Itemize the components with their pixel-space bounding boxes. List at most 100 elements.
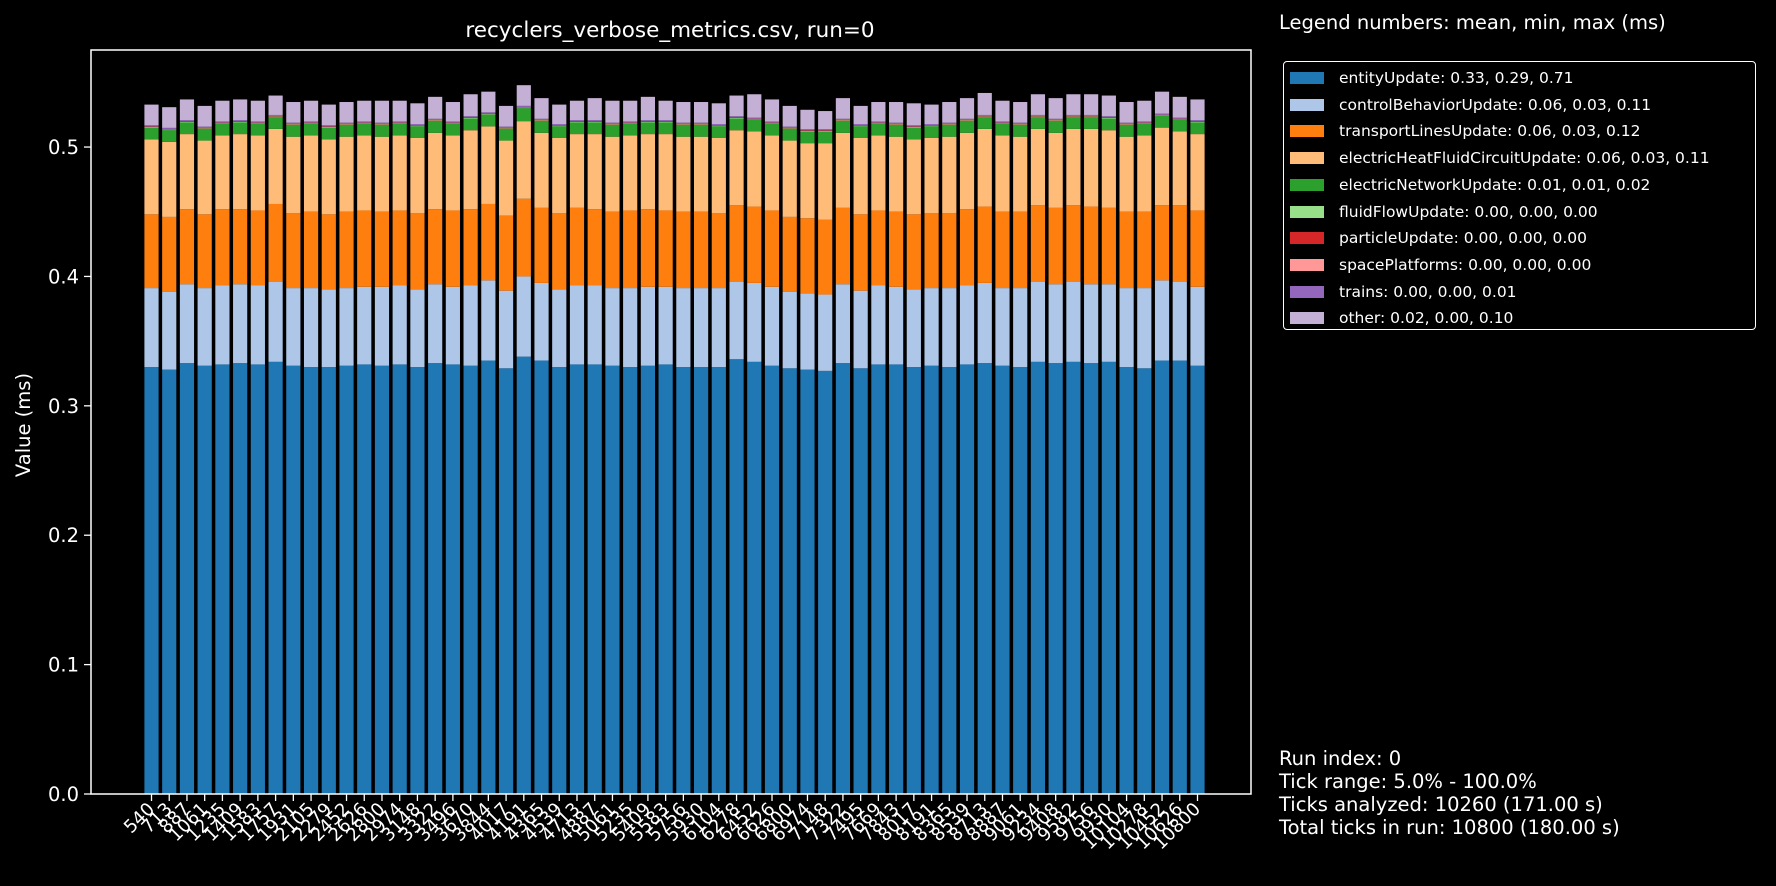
run-info: Run index: 0 Tick range: 5.0% - 100.0% T… xyxy=(1279,747,1620,839)
bar-segment xyxy=(853,105,868,125)
bar-segment xyxy=(534,282,549,361)
bar-segment xyxy=(357,210,372,287)
bar-segment xyxy=(711,124,726,126)
bar-segment xyxy=(197,288,212,366)
bar-segment xyxy=(303,367,319,794)
bar-segment xyxy=(569,121,585,123)
bar-segment xyxy=(587,285,602,365)
bar-segment xyxy=(995,365,1010,794)
bar-segment xyxy=(357,123,372,136)
bar-segment xyxy=(676,124,691,126)
bar-segment xyxy=(144,127,159,140)
bar-segment xyxy=(215,123,230,124)
bar-segment xyxy=(818,219,833,295)
bar-segment xyxy=(286,125,301,137)
bar-segment xyxy=(268,128,283,204)
bar-segment xyxy=(1084,116,1099,118)
bar-segment xyxy=(516,105,531,107)
bar-segment xyxy=(1066,114,1081,116)
chart-title: recyclers_verbose_metrics.csv, run=0 xyxy=(465,18,874,43)
bar-segment xyxy=(197,126,212,128)
legend-swatch xyxy=(1290,72,1324,84)
bar-segment xyxy=(1172,96,1187,118)
legend-label: trains: 0.00, 0.00, 0.01 xyxy=(1339,282,1517,301)
bar-segment xyxy=(995,135,1010,212)
bar-segment xyxy=(800,131,815,144)
bar-segment xyxy=(835,98,851,119)
bar-segment xyxy=(889,122,904,124)
bar-segment xyxy=(764,99,780,122)
bar-segment xyxy=(144,139,159,215)
bar-segment xyxy=(587,98,602,121)
bar-segment xyxy=(1190,134,1205,211)
bar-segment xyxy=(215,121,230,123)
bar-segment xyxy=(428,209,443,285)
bar-segment xyxy=(676,102,691,123)
bar-segment xyxy=(268,281,283,362)
legend-swatch xyxy=(1290,178,1324,191)
bar-segment xyxy=(197,105,212,127)
bar-segment xyxy=(906,367,921,794)
bar-segment xyxy=(1137,288,1152,369)
bar-segment xyxy=(303,121,319,123)
bar-segment xyxy=(1030,128,1046,206)
bar-segment xyxy=(144,367,159,794)
bar-segment xyxy=(1190,365,1205,794)
bar-segment xyxy=(321,104,336,126)
y-axis: 0.0 0.1 0.2 0.3 0.4 0.5 xyxy=(48,136,91,806)
bar-segment xyxy=(764,365,780,794)
legend-swatch xyxy=(1290,312,1324,325)
bar-segment xyxy=(392,285,407,365)
bar-segment xyxy=(1119,124,1134,126)
bar-segment xyxy=(463,130,478,210)
bar-segment xyxy=(605,122,620,124)
bar-segment xyxy=(658,210,673,287)
bar-segment xyxy=(889,124,904,126)
bar-segment xyxy=(871,135,886,211)
bar-segment xyxy=(374,365,390,794)
bar-segment xyxy=(1172,205,1187,282)
bar-segment xyxy=(871,123,886,136)
legend-swatch xyxy=(1290,285,1324,298)
bar-segment xyxy=(197,365,212,794)
bar-segment xyxy=(676,125,691,137)
bar-segment xyxy=(676,122,691,124)
bar-segment xyxy=(144,214,159,289)
bar-segment xyxy=(658,120,673,122)
bar-segment xyxy=(1119,125,1134,137)
bar-segment xyxy=(1066,281,1081,362)
bar-segment xyxy=(179,284,195,364)
bar-segment xyxy=(144,126,159,128)
bar-segment xyxy=(853,368,868,794)
bar-segment xyxy=(268,203,283,282)
legend-label: entityUpdate: 0.33, 0.29, 0.71 xyxy=(1339,69,1574,87)
bar-segment xyxy=(339,122,354,124)
bar-segment xyxy=(764,123,780,136)
bar-segment xyxy=(463,94,478,117)
bar-segment xyxy=(552,213,567,290)
bar-segment xyxy=(481,126,496,204)
bar-segment xyxy=(924,126,939,138)
bar-segment xyxy=(959,118,975,120)
bar-segment xyxy=(516,276,531,357)
bar-segment xyxy=(640,96,655,121)
bar-segment xyxy=(1030,117,1046,129)
bar-segment xyxy=(1101,118,1116,131)
bar-segment xyxy=(233,209,248,285)
bar-segment xyxy=(835,118,851,120)
bar-segment xyxy=(162,130,177,142)
bar-segment xyxy=(552,125,567,127)
bar-segment xyxy=(516,108,531,122)
bar-segment xyxy=(1084,363,1099,794)
bar-segment xyxy=(1119,122,1134,124)
bar-segment xyxy=(1172,119,1187,132)
bar-segment xyxy=(729,118,744,131)
bar-segment xyxy=(1066,116,1081,118)
bar-segment xyxy=(1119,102,1134,123)
bar-segment xyxy=(374,136,390,212)
legend-header: Legend numbers: mean, min, max (ms) xyxy=(1279,11,1666,34)
bar-segment xyxy=(179,134,195,210)
bar-segment xyxy=(250,210,265,286)
bar-segment xyxy=(711,137,726,214)
bar-segment xyxy=(481,280,496,361)
